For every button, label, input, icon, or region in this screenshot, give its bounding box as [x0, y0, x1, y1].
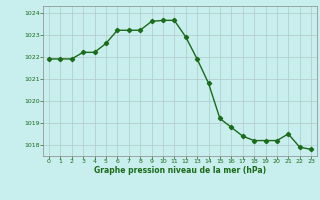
X-axis label: Graphe pression niveau de la mer (hPa): Graphe pression niveau de la mer (hPa) — [94, 166, 266, 175]
